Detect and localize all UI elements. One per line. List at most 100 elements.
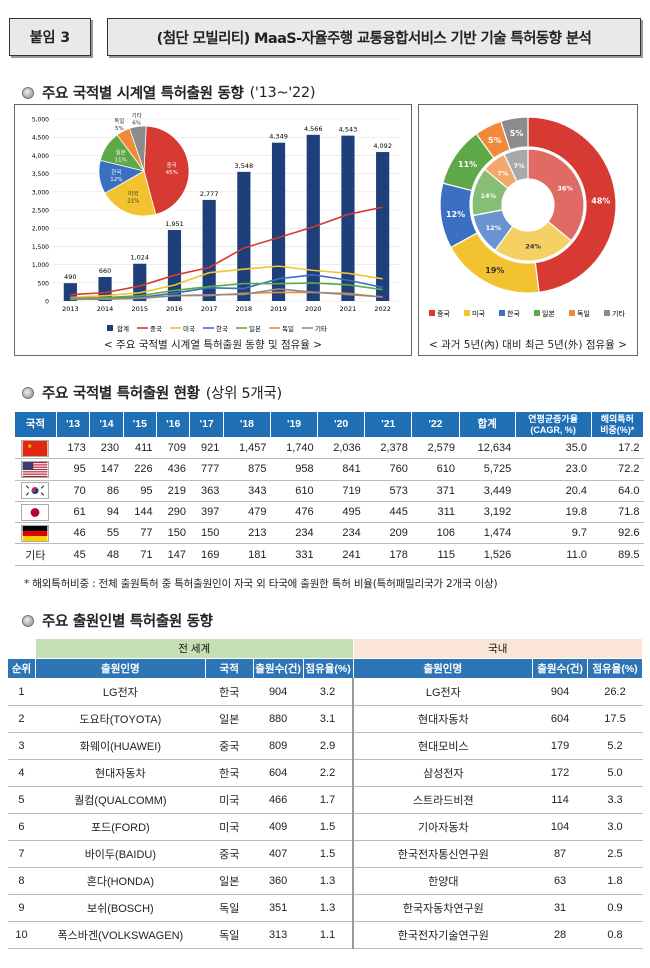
pie-label: 한국 — [111, 169, 121, 176]
table-cell: 466 — [253, 787, 303, 814]
legend-swatch — [464, 310, 470, 316]
col-header: '19 — [271, 412, 318, 438]
donut-label: 36% — [557, 185, 573, 193]
table-cell: 841 — [318, 459, 365, 480]
table-cell: 904 — [253, 679, 303, 706]
legend-label: 기타 — [315, 324, 327, 333]
table-cell: 106 — [412, 523, 459, 544]
timeseries-chart: 05001,0001,5002,0002,5003,0003,5004,0004… — [15, 105, 411, 337]
y-tick-label: 4,000 — [32, 153, 49, 160]
table-cell: 147 — [157, 544, 190, 565]
table-cell: 독일 — [205, 922, 253, 949]
japan-flag-icon — [15, 501, 57, 522]
table-cell: 10 — [8, 922, 36, 949]
section-3-title: 주요 출원인별 특허출원 동향 — [42, 610, 213, 631]
donut-label: 7% — [514, 162, 526, 170]
table-cell: 87 — [533, 841, 588, 868]
y-tick-label: 1,000 — [32, 262, 49, 269]
x-tick-label: 2018 — [236, 305, 253, 313]
table-cell: 48 — [90, 544, 123, 565]
table-cell: 875 — [223, 459, 270, 480]
table-cell: 한국 — [205, 760, 253, 787]
table-cell: 173 — [56, 438, 89, 459]
table-cell: 445 — [365, 501, 412, 522]
col-header: 출원인명 — [353, 659, 533, 679]
table-cell: 한국전자기술연구원 — [353, 922, 533, 949]
table-cell: 일본 — [205, 868, 253, 895]
table-cell: 610 — [412, 459, 459, 480]
table-cell: 2.9 — [303, 733, 353, 760]
legend-label: 한국 — [216, 325, 228, 333]
legend-label: 중국 — [150, 325, 162, 333]
table-cell: 0.9 — [588, 895, 643, 922]
legend-label: 중국 — [437, 310, 450, 318]
x-tick-label: 2022 — [374, 305, 391, 313]
bullet-icon — [22, 615, 34, 627]
legend-swatch — [499, 310, 505, 316]
legend-swatch — [429, 310, 435, 316]
x-tick-label: 2015 — [131, 305, 148, 313]
bar-data-label: 4,543 — [339, 126, 358, 134]
table-cell: 411 — [123, 438, 156, 459]
table-cell: 351 — [253, 895, 303, 922]
legend-label: 독일 — [577, 309, 590, 318]
table-row: 61941442903974794764954453113,19219.871.… — [15, 501, 644, 522]
table-cell: 1,457 — [223, 438, 270, 459]
table-cell: 1.8 — [588, 868, 643, 895]
y-tick-label: 2,500 — [32, 208, 49, 215]
table-cell: 226 — [123, 459, 156, 480]
donut-label: 7% — [497, 170, 509, 178]
table-cell: 3.3 — [588, 787, 643, 814]
col-header: '15 — [123, 412, 156, 438]
table-cell: 63 — [533, 868, 588, 895]
table-cell: 3,449 — [459, 480, 515, 501]
donut-label: 5% — [488, 136, 502, 145]
table-cell: 479 — [223, 501, 270, 522]
table-row: 7086952193633436107195733713,44920.464.0 — [15, 480, 644, 501]
table-cell: 미국 — [205, 814, 253, 841]
bar-data-label: 4,092 — [373, 142, 392, 150]
bar-data-label: 490 — [64, 273, 76, 281]
table-row: 5퀄컴(QUALCOMM)미국4661.7스트라드비젼1143.3 — [8, 787, 643, 814]
x-tick-label: 2014 — [97, 305, 114, 313]
table-note: * 해외특허비중 : 전체 출원특허 중 특허출원인이 자국 외 타국에 출원한… — [24, 576, 497, 591]
donut-label: 11% — [458, 160, 477, 169]
table-cell: 178 — [365, 544, 412, 565]
table-cell: 한국자동차연구원 — [353, 895, 533, 922]
legend-label: 일본 — [249, 324, 261, 333]
table-cell: 181 — [223, 544, 270, 565]
table-cell: 2.2 — [303, 760, 353, 787]
table-cell: 35.0 — [515, 438, 591, 459]
table-cell: 1.3 — [303, 895, 353, 922]
bar-data-label: 4,566 — [304, 125, 323, 133]
table-cell: 독일 — [205, 895, 253, 922]
col-header: 순위 — [8, 659, 36, 679]
table-cell: 219 — [157, 480, 190, 501]
table-cell: 407 — [253, 841, 303, 868]
table-cell: LG전자 — [353, 679, 533, 706]
col-header: 연평균증가율(CAGR, %) — [515, 412, 591, 438]
table-cell: 397 — [190, 501, 223, 522]
legend-swatch — [534, 310, 540, 316]
table-cell: 777 — [190, 459, 223, 480]
table-cell: LG전자 — [35, 679, 205, 706]
figure-2-caption: < 과거 5년(內) 대비 최근 5년(外) 점유율 > — [419, 337, 637, 352]
table-cell: 현대자동차 — [353, 706, 533, 733]
table-cell: 한국 — [205, 679, 253, 706]
table-cell: 5.0 — [588, 760, 643, 787]
table-cell: 95 — [56, 459, 89, 480]
legend-label: 일본 — [542, 309, 555, 318]
table-cell: 55 — [90, 523, 123, 544]
table-cell: 95 — [123, 480, 156, 501]
table-row: 3화웨이(HUAWEI)중국8092.9현대모비스1795.2 — [8, 733, 643, 760]
table-cell: 1.1 — [303, 922, 353, 949]
table-cell: 436 — [157, 459, 190, 480]
table-cell: 중국 — [205, 733, 253, 760]
x-tick-label: 2020 — [305, 305, 322, 313]
table-cell: 현대자동차 — [35, 760, 205, 787]
donut-label: 24% — [525, 243, 541, 251]
table-cell: 8 — [8, 868, 36, 895]
table-cell: 179 — [533, 733, 588, 760]
y-tick-label: 5,000 — [32, 117, 49, 124]
col-header: '16 — [157, 412, 190, 438]
